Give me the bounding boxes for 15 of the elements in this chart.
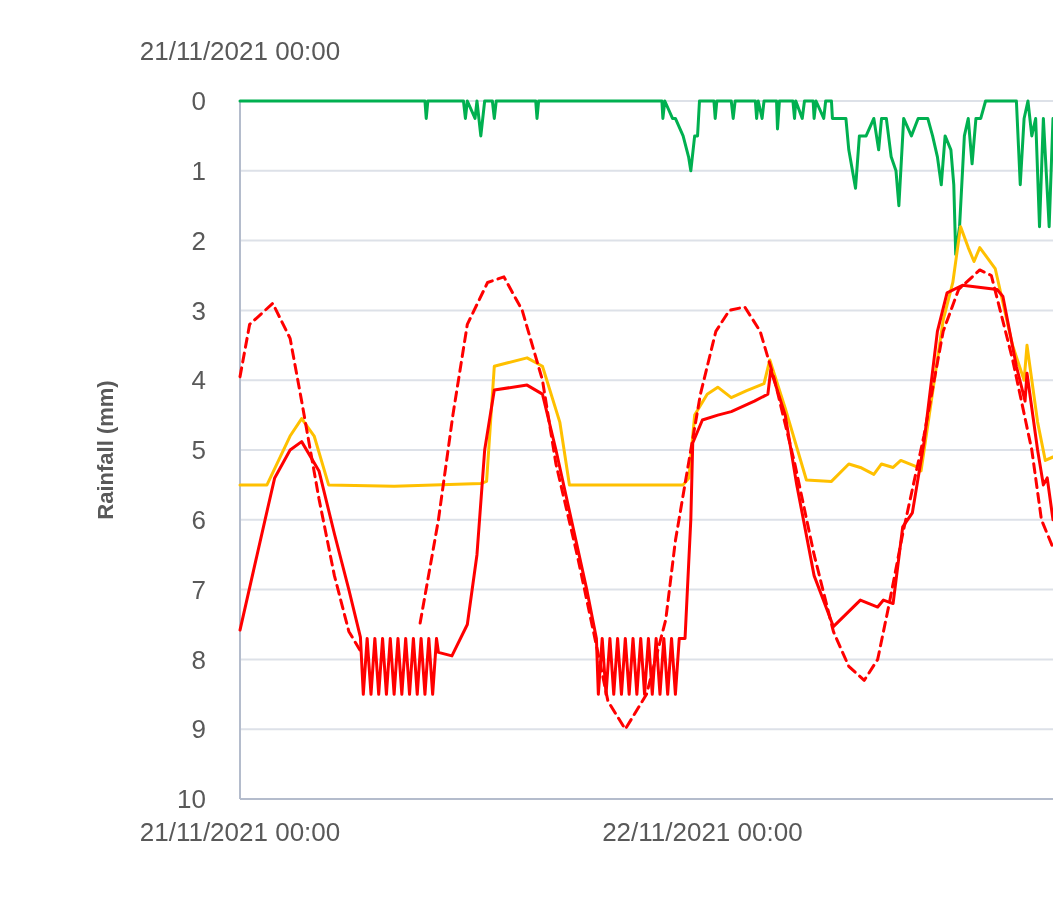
y-tick-label: 3 xyxy=(191,295,206,326)
line-series xyxy=(238,99,1053,257)
y-tick-label: 4 xyxy=(191,365,206,396)
y-tick-label: 10 xyxy=(177,784,206,815)
y-tick-label: 5 xyxy=(191,435,206,466)
y-tick-label: 6 xyxy=(191,504,206,535)
y-tick-label: 8 xyxy=(191,644,206,675)
y-tick-label: 0 xyxy=(191,86,206,117)
y-tick-label: 7 xyxy=(191,574,206,605)
y-tick-label: 9 xyxy=(191,714,206,745)
y-tick-label: 2 xyxy=(191,225,206,256)
x-tick-label: 22/11/2021 00:00 xyxy=(602,817,803,847)
y-tick-label: 1 xyxy=(191,155,206,186)
text: 21/11/2021 00:00 xyxy=(139,36,341,66)
y-axis-title: Rainfall (mm) xyxy=(93,380,118,520)
